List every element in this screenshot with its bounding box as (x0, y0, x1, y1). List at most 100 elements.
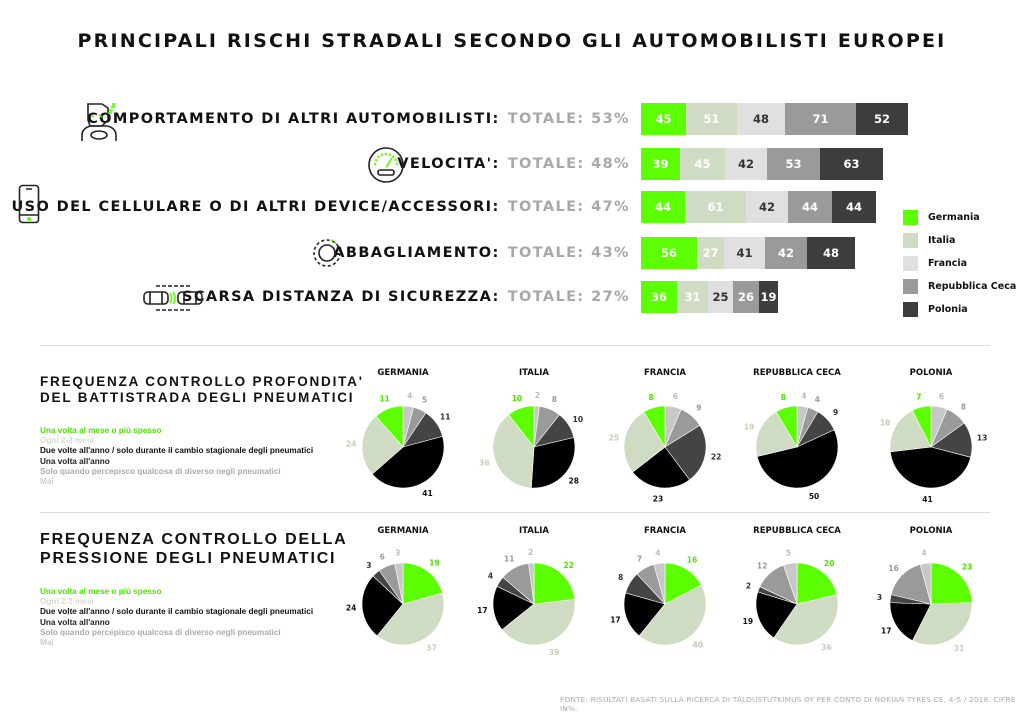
bar-segment-germania: 56 (641, 237, 697, 269)
risk-total: TOTALE: 43% (507, 245, 630, 261)
title-line: FREQUENZA CONTROLLO PROFONDITA' (40, 374, 364, 389)
pie-value-label: 6 (380, 552, 385, 561)
sleepy-driver-icon (81, 103, 117, 141)
page-title: PRINCIPALI RISCHI STRADALI SECONDO GLI A… (77, 30, 947, 52)
divider (40, 345, 990, 346)
pie-slice (371, 436, 445, 489)
risk-name: SCARSA DISTANZA DI SICUREZZA: (182, 289, 500, 305)
pie-legend-item: Ogni 2-3 mesi (40, 597, 94, 607)
pie-value-label: 4 (407, 391, 412, 400)
bar-segment-francia: 42 (746, 191, 788, 223)
pie-value-label: 11 (379, 394, 389, 403)
legend-item: Italia (903, 229, 1016, 252)
pie-value-label: 8 (649, 393, 654, 402)
pie-legend-item: Una volta all'anno (40, 456, 110, 466)
risk-label: VELOCITA': TOTALE: 48% (0, 148, 630, 180)
pie-slice (889, 410, 932, 453)
stacked-bar: 45 51 48 71 52 (641, 103, 908, 135)
pie-slice (528, 562, 535, 605)
pie-value-label: 41 (922, 495, 932, 504)
pie-value-label: 4 (488, 572, 493, 581)
risk-label: COMPORTAMENTO DI ALTRI AUTOMOBILISTI: TOT… (0, 103, 630, 135)
smartphone-icon (18, 184, 40, 224)
risk-name: COMPORTAMENTO DI ALTRI AUTOMOBILISTI: (87, 111, 500, 127)
pie-value-label: 13 (977, 433, 987, 442)
pie-slice (889, 446, 972, 489)
pie-slice (501, 598, 576, 646)
pie-slice (643, 405, 666, 449)
pie-value-label: 24 (346, 604, 356, 613)
legend-item: Polonia (903, 298, 1016, 321)
pie-slice (653, 562, 666, 605)
pie-value-label: 11 (504, 554, 514, 563)
pie-value-label: 31 (954, 644, 964, 653)
pie-legend-item: Solo quando percepisco qualcosa di diver… (40, 627, 281, 637)
pie-slice (533, 562, 576, 605)
pie-value-label: 8 (961, 402, 966, 411)
pie-slice (376, 592, 445, 646)
pie-slice (402, 562, 443, 605)
bar-segment-repubblica-ceca: 53 (767, 148, 820, 180)
pie-value-label: 3 (366, 561, 371, 570)
title-line: FREQUENZA CONTROLLO DELLA (40, 531, 348, 548)
bar-segment-repubblica-ceca: 44 (788, 191, 832, 223)
pie-value-label: 4 (655, 548, 660, 557)
bar-segment-polonia: 19 (759, 281, 778, 313)
pie-value-label: 11 (440, 413, 450, 422)
pie-slice (530, 437, 576, 489)
pie-value-label: 2 (528, 548, 533, 557)
pie-value-label: 2 (746, 581, 751, 590)
pie-title: GERMANIA (377, 526, 429, 536)
pie-slice (919, 562, 932, 605)
pie-value-label: 5 (786, 549, 791, 558)
pie-legend-pressure: Una volta al mese o più spesso Ogni 2-3 m… (40, 587, 313, 648)
pie-slice (638, 584, 707, 646)
pie-slice (508, 405, 535, 448)
pie-legend-item: Solo quando percepisco qualcosa di diver… (40, 466, 281, 476)
divider (40, 512, 990, 513)
bar-segment-italia: 51 (686, 103, 737, 135)
pie-legend-item: Una volta al mese o più spesso (40, 426, 162, 435)
pie-value-label: 17 (881, 627, 891, 636)
bar-segment-repubblica-ceca: 26 (733, 281, 759, 313)
pie-value-label: 20 (824, 559, 834, 568)
speedometer-icon (368, 147, 404, 183)
pie-title: REPUBBLICA CECA (753, 526, 841, 536)
pie-value-label: 23 (962, 563, 972, 572)
bar-segment-francia: 42 (725, 148, 767, 180)
pie-value-label: 5 (422, 396, 427, 405)
legend-swatch (903, 256, 918, 271)
pie-slice (930, 562, 973, 605)
pie-title: POLONIA (910, 526, 953, 536)
pie-title: GERMANIA (377, 368, 429, 378)
legend-label: Germania (928, 212, 980, 223)
title-line: DEL BATTISTRADA DEGLI PNEUMATICI (40, 390, 355, 406)
pie-value-label: 8 (552, 395, 557, 404)
risk-name: USO DEL CELLULARE O DI ALTRI DEVICE/ACCE… (11, 199, 500, 215)
pie-value-label: 3 (877, 593, 882, 602)
legend-item: Francia (903, 252, 1016, 275)
pie-slice (361, 575, 404, 637)
pie-slice (664, 424, 707, 481)
pie-value-label: 8 (618, 573, 623, 582)
risk-name: ABBAGLIAMENTO: (333, 245, 500, 261)
bar-segment-italia: 61 (685, 191, 746, 223)
pie-value-label: 22 (711, 453, 721, 462)
pie-slice (755, 411, 798, 457)
pie-value-label: 28 (568, 477, 578, 486)
pie-value-label: 6 (673, 392, 678, 401)
bar-segment-polonia: 63 (820, 148, 883, 180)
bar-segment-germania: 44 (641, 191, 685, 223)
pie-legend-item: Due volte all'anno / solo durante il cam… (40, 446, 314, 456)
pie-slice (623, 592, 666, 637)
pie-legend-item: Una volta al mese o più spesso (40, 587, 162, 596)
bar-segment-italia: 27 (697, 237, 724, 269)
section-title-tread-depth: FREQUENZA CONTROLLO PROFONDITA' DEL BATT… (40, 374, 364, 406)
risk-total: TOTALE: 48% (507, 156, 630, 172)
pie-slice (773, 594, 839, 646)
bar-segment-polonia: 48 (807, 237, 855, 269)
pie-title: FRANCIA (644, 526, 686, 536)
risk-total: TOTALE: 27% (507, 289, 630, 305)
bar-segment-germania: 36 (641, 281, 677, 313)
pie-legend-item: Mai (40, 638, 54, 648)
